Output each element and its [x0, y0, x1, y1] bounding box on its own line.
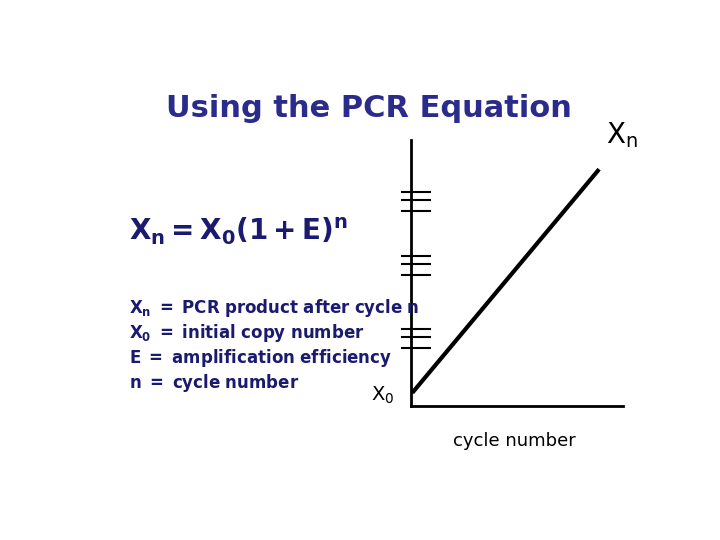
- Text: $\mathbf{E\ =\ amplification\ efficiency}$: $\mathbf{E\ =\ amplification\ efficiency…: [129, 347, 392, 369]
- Text: $\mathbf{n\ =\ cycle\ number}$: $\mathbf{n\ =\ cycle\ number}$: [129, 372, 300, 394]
- Text: cycle number: cycle number: [453, 432, 575, 450]
- Text: $\mathbf{X_n = X_0(1 + E)^n}$: $\mathbf{X_n = X_0(1 + E)^n}$: [129, 215, 348, 247]
- Text: $\mathbf{X_0}$ $\mathbf{=}$ $\mathbf{initial\ copy\ number}$: $\mathbf{X_0}$ $\mathbf{=}$ $\mathbf{ini…: [129, 322, 364, 344]
- Text: $\mathrm{X_n}$: $\mathrm{X_n}$: [606, 120, 638, 150]
- Text: Using the PCR Equation: Using the PCR Equation: [166, 94, 572, 123]
- Text: $\mathbf{X_n}$ $\mathbf{=}$ $\mathbf{PCR\ product\ after\ cycle\ n}$: $\mathbf{X_n}$ $\mathbf{=}$ $\mathbf{PCR…: [129, 297, 420, 319]
- Text: $\mathrm{X_0}$: $\mathrm{X_0}$: [371, 384, 394, 406]
